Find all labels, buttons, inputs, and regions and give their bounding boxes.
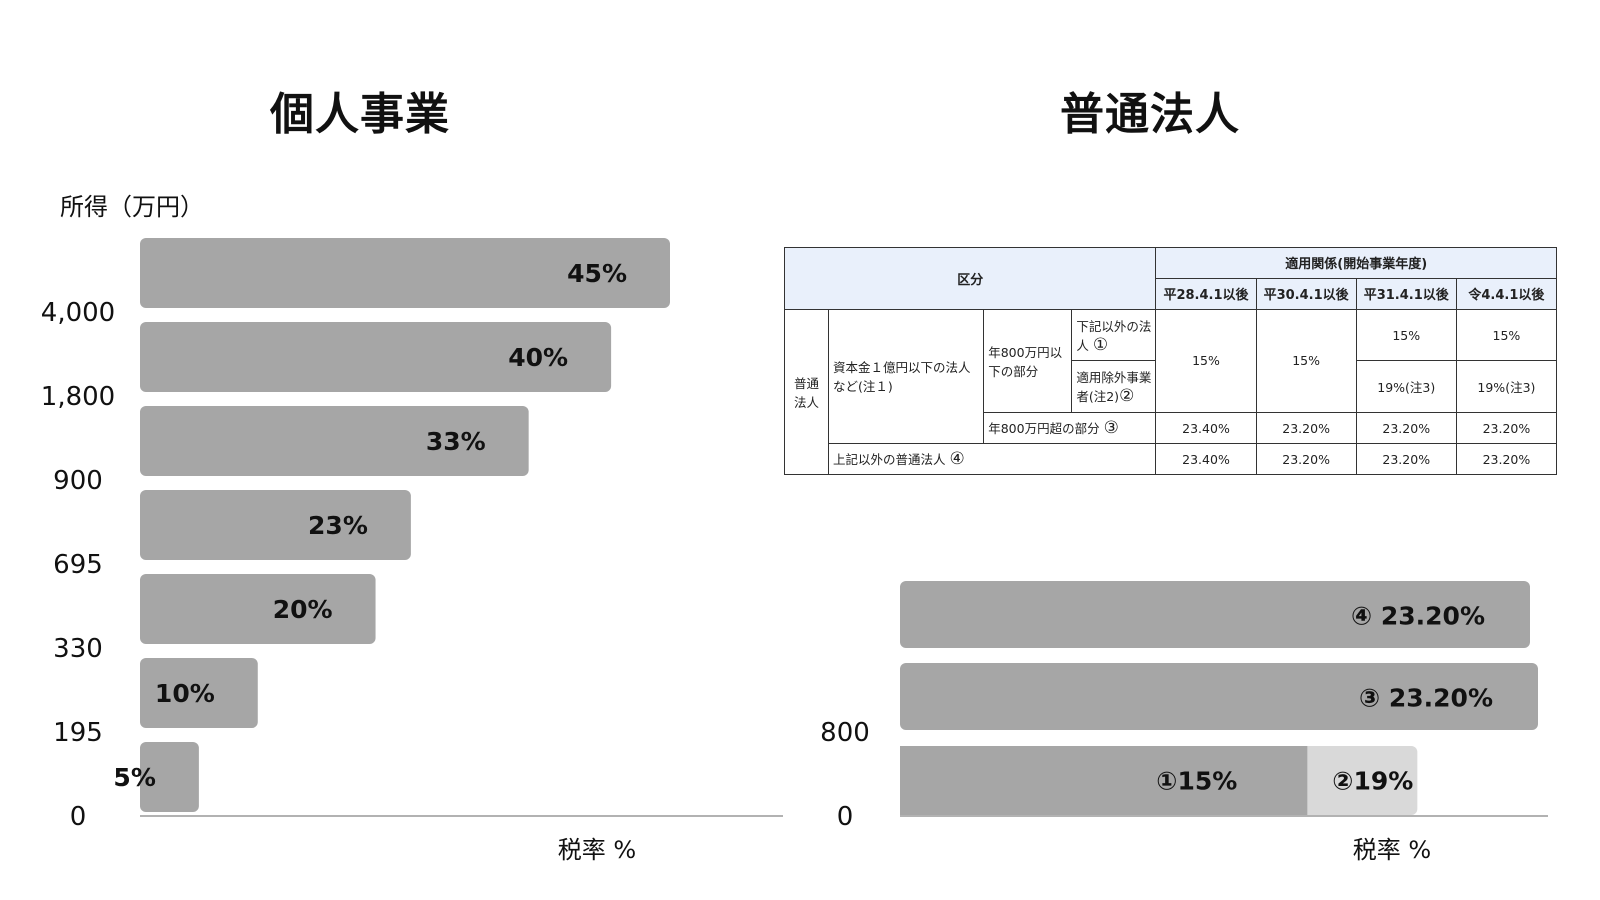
x-axis-label: 税率 %: [1353, 836, 1431, 864]
bar: [900, 663, 1538, 730]
header-period: 平30.4.1以後: [1255, 277, 1357, 310]
under800-cell: 年800万円以下の部分: [983, 308, 1073, 414]
header-period: 平31.4.1以後: [1355, 277, 1457, 310]
rate-cell: 23.40%: [1155, 443, 1257, 475]
bar-label: 33%: [426, 427, 486, 456]
y-tick-label: 330: [53, 634, 103, 664]
bar-label: ②19%: [1332, 767, 1413, 796]
bar: [140, 742, 199, 812]
rate-cell: 15%: [1255, 308, 1357, 414]
x-axis-label: 税率 %: [558, 836, 636, 864]
rate-cell: 19%(注3): [1355, 360, 1457, 414]
header-period: 平28.4.1以後: [1155, 277, 1257, 310]
y-tick-label: 695: [53, 550, 103, 580]
rate-cell: 23.20%: [1355, 443, 1457, 475]
tekiyou-jogai-cell: 適用除外事業者(注2)②: [1071, 360, 1157, 414]
rate-cell: 23.20%: [1455, 412, 1558, 445]
futsu-hojin-cell: 普通 法人: [783, 308, 830, 476]
y-tick-label: 195: [53, 718, 103, 748]
bar-label: 20%: [273, 595, 333, 624]
y-tick-label: 4,000: [41, 298, 115, 328]
header-kubun: 区分: [783, 247, 1157, 310]
mark-3: ③: [1103, 418, 1119, 439]
rate-cell: 23.20%: [1255, 412, 1357, 445]
rate-cell: 15%: [1455, 308, 1558, 362]
y-tick-label: 800: [820, 718, 870, 748]
bar-label: ①15%: [1156, 767, 1237, 796]
bar-label: 40%: [508, 343, 568, 372]
over800-label: 年800万円超の部分: [988, 421, 1100, 437]
rate-cell: 23.20%: [1355, 412, 1457, 445]
kaki-igai-cell: 下記以外の法人 ①: [1071, 308, 1157, 362]
rate-cell: 15%: [1155, 308, 1257, 414]
bar: [140, 322, 612, 392]
bar-label: ③ 23.20%: [1359, 684, 1493, 713]
shihonkin-cell: 資本金１億円以下の法人など(注１): [828, 308, 985, 445]
bar-segment: [1301, 746, 1418, 815]
kaki-igai-label: 下記以外の法人: [1076, 318, 1152, 353]
y-tick-label: 0: [70, 802, 87, 832]
title-corporation: 普通法人: [1060, 89, 1240, 140]
mark-4: ④: [949, 449, 965, 469]
header-tekiyou: 適用関係(開始事業年度): [1155, 247, 1557, 279]
bar: [140, 490, 411, 560]
over800-cell: 年800万円超の部分 ③: [983, 412, 1157, 445]
bar-label: 10%: [155, 679, 215, 708]
bar-segment: [900, 746, 1308, 815]
y-tick-label: 900: [53, 466, 103, 496]
mark-1: ①: [1092, 334, 1109, 355]
bar: [900, 581, 1530, 648]
y-axis-label: 所得（万円）: [60, 193, 204, 221]
rate-cell: 19%(注3): [1455, 360, 1558, 414]
y-tick-label: 0: [837, 802, 854, 832]
individual-tax-chart: 所得（万円） 税率 % 0 195 330 695 900 1,800 4,000 5% 10% 20…: [41, 193, 783, 864]
bar: [140, 658, 258, 728]
rate-cell: 23.20%: [1255, 443, 1357, 475]
title-individual: 個人事業: [270, 89, 450, 140]
rate-cell: 15%: [1355, 308, 1457, 362]
rate-cell: 23.20%: [1455, 443, 1558, 475]
joki-igai-label: 上記以外の普通法人: [833, 452, 946, 467]
y-tick-label: 1,800: [41, 382, 115, 412]
bar-label: 45%: [567, 259, 627, 288]
bar-label: ④ 23.20%: [1351, 602, 1485, 631]
joki-igai-cell: 上記以外の普通法人 ④: [828, 443, 1157, 475]
bar: [140, 574, 376, 644]
rate-cell: 23.40%: [1155, 412, 1257, 445]
bar: [140, 406, 529, 476]
bar-label: 23%: [308, 511, 368, 540]
bar: [140, 238, 670, 308]
tekiyou-jogai-label: 適用除外事業者(注2): [1076, 370, 1152, 405]
corporate-tax-table: 区分 適用関係(開始事業年度) 平28.4.1以後 平30.4.1以後 平31.…: [783, 247, 1558, 476]
header-period: 令4.4.1以後: [1455, 277, 1558, 310]
bar-label: 5%: [113, 763, 155, 792]
mark-2: ②: [1119, 386, 1135, 407]
